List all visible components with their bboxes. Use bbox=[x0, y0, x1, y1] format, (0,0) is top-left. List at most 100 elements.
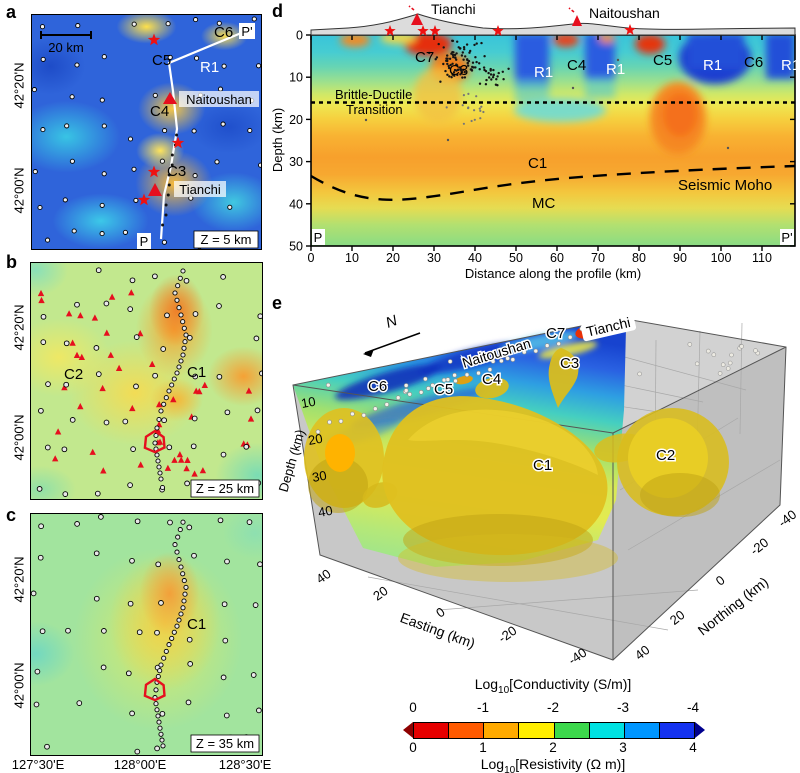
label-naitoushan: Naitoushan bbox=[186, 92, 252, 107]
label-seismic-moho: Seismic Moho bbox=[678, 177, 772, 194]
seismicity-triangle bbox=[201, 381, 208, 388]
cbar-bot-tick-4: 4 bbox=[689, 740, 697, 755]
seismicity-triangle bbox=[183, 465, 190, 472]
easting-tick-40: 40 bbox=[313, 566, 333, 587]
profile-station-dot bbox=[181, 598, 187, 604]
profile-station-dot bbox=[174, 549, 180, 555]
earthquake-dot bbox=[445, 106, 448, 109]
profile-station-dot bbox=[171, 629, 177, 635]
mt-station-dot bbox=[38, 407, 44, 414]
label-c1-d: C1 bbox=[528, 155, 547, 172]
earthquake-dot bbox=[434, 58, 437, 61]
earthquake-dot bbox=[452, 51, 455, 54]
label-pprime-d: P' bbox=[781, 230, 792, 245]
depth-tick-40: 40 bbox=[317, 503, 334, 520]
mt-station-dot-3d bbox=[403, 388, 409, 393]
mt-station-dot bbox=[166, 444, 173, 451]
mt-station-dot-3d bbox=[487, 367, 493, 372]
map-c-overlay: C1 Z = 35 km bbox=[31, 514, 262, 755]
x-tick-label: 20 bbox=[386, 251, 400, 265]
label-naitoushan-d: Naitoushan bbox=[589, 5, 660, 21]
mt-station-dot bbox=[62, 491, 69, 497]
star-marker bbox=[171, 136, 185, 149]
mt-station-dot bbox=[227, 204, 233, 210]
depth-tick-20: 20 bbox=[307, 431, 324, 448]
profile-station-dot bbox=[153, 687, 159, 693]
label-p-prime: P' bbox=[241, 24, 252, 39]
earthquake-dot bbox=[494, 83, 498, 86]
mt-station-dot bbox=[152, 92, 158, 98]
earthquake-dot bbox=[464, 55, 467, 58]
seismicity-triangle bbox=[128, 289, 135, 296]
seismicity-triangle bbox=[89, 448, 96, 455]
earthquake-dot bbox=[483, 55, 486, 58]
mt-station-dot bbox=[45, 237, 51, 243]
map-a-heatmap bbox=[32, 15, 261, 249]
lon-label-2: 128°00'E bbox=[113, 757, 167, 772]
caldera-hexagon bbox=[143, 677, 166, 702]
mt-station-dot-3d bbox=[327, 419, 332, 425]
easting-tick-0: 0 bbox=[433, 604, 448, 620]
seismicity-triangle bbox=[77, 403, 84, 410]
label-c6: C6 bbox=[214, 24, 233, 41]
axis-ticks bbox=[306, 34, 795, 251]
earthquake-dot bbox=[467, 64, 470, 67]
naitoushan-label-box bbox=[179, 91, 259, 107]
label-tianchi: Tianchi bbox=[179, 182, 221, 197]
naitoushan-plume-mark bbox=[568, 7, 575, 13]
mt-station-dot bbox=[40, 313, 47, 320]
p-box: P bbox=[312, 229, 325, 245]
earthquake-dot bbox=[461, 104, 464, 107]
seismicity-triangle bbox=[184, 456, 191, 463]
profile-station-dot bbox=[178, 564, 184, 570]
cbar-top-tick-3: -3 bbox=[616, 700, 629, 715]
label-p: P bbox=[140, 234, 149, 249]
mt-station-dot bbox=[37, 554, 44, 561]
mt-station-dot bbox=[133, 383, 139, 390]
colorbar-bottom-title: Log10[Resistivity (Ω m)] bbox=[390, 756, 716, 773]
mt-station-dot bbox=[216, 373, 223, 380]
mt-station-dot-3d bbox=[338, 418, 344, 424]
y-tick-label: 10 bbox=[289, 71, 303, 85]
mt-station-dot bbox=[217, 517, 224, 524]
profile-station-dot bbox=[163, 648, 169, 654]
mt-station-dot bbox=[191, 552, 197, 559]
mt-station-dot bbox=[122, 418, 129, 425]
lat-label-b-2200: 42°00'N bbox=[11, 414, 27, 461]
earthquake-dot bbox=[474, 56, 477, 59]
profile-station-dot bbox=[183, 584, 189, 590]
earthquake-dot bbox=[453, 53, 457, 57]
mt-station-dot bbox=[103, 419, 110, 426]
earthquake-dot bbox=[457, 46, 460, 49]
mt-station-dot bbox=[214, 159, 220, 165]
x-tick-label: 60 bbox=[550, 251, 564, 265]
mt-station-dot bbox=[256, 707, 262, 714]
earthquake-dot bbox=[466, 58, 469, 61]
panel-e-3d-view: N C6 C5 C4 Naitoushan C3 C7 Tianchi C1 C… bbox=[276, 312, 800, 668]
earthquake-dot bbox=[489, 67, 492, 71]
mt-station-dot bbox=[93, 550, 100, 557]
star-marker bbox=[429, 25, 441, 36]
mt-station-dot bbox=[32, 87, 37, 93]
profile-station-dot bbox=[176, 617, 182, 623]
mt-station-dot bbox=[258, 162, 261, 168]
earthquake-dot bbox=[450, 76, 453, 79]
mt-station-dot-3d bbox=[505, 356, 510, 361]
profile-station-dot bbox=[156, 464, 162, 470]
anomaly-label-c4: C4 bbox=[567, 57, 586, 74]
mt-station-dot-3d bbox=[487, 357, 492, 362]
mt-station-dot bbox=[161, 239, 167, 245]
mt-station-dot-3d bbox=[418, 390, 424, 395]
mt-station-dot bbox=[187, 661, 194, 667]
mt-station-dot-3d bbox=[717, 371, 723, 376]
earthquake-dot bbox=[484, 83, 488, 86]
mt-station-dot bbox=[152, 372, 158, 379]
depth-tick-30: 30 bbox=[311, 468, 328, 485]
profile-tick-dot bbox=[164, 213, 168, 217]
mt-station-dot-3d bbox=[403, 383, 409, 388]
northing-tick-0: 0 bbox=[713, 572, 728, 588]
mt-station-dot bbox=[158, 600, 164, 606]
panel-d-label: d bbox=[272, 1, 283, 21]
mt-station-dot-3d bbox=[567, 334, 573, 340]
star-marker bbox=[417, 25, 429, 36]
